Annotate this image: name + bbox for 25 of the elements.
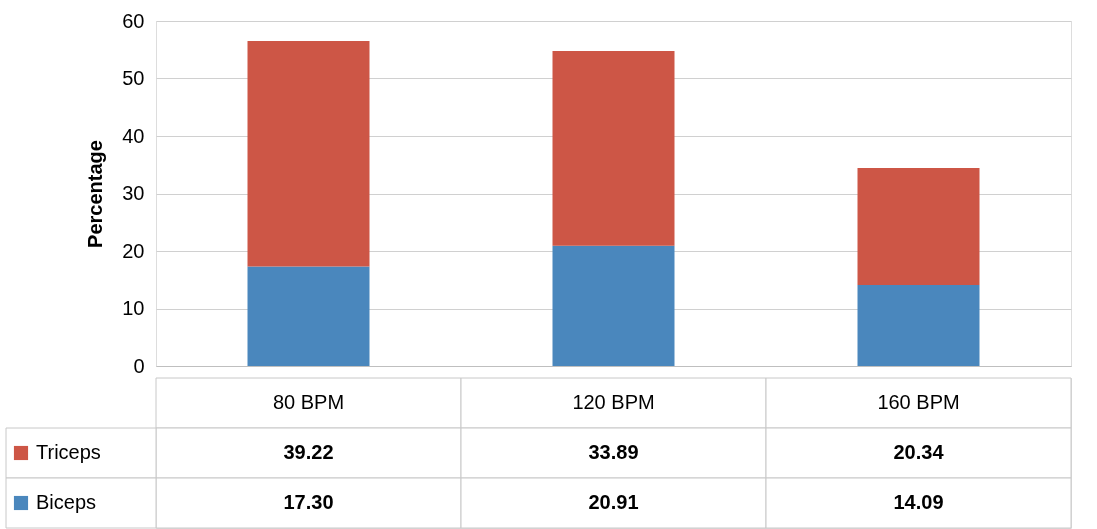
data-label: 20.91 [588,491,639,513]
data-label: 17.30 [283,491,334,513]
y-tick-label: 10 [122,297,145,319]
data-label: 20.34 [893,441,945,463]
data-label: 39.22 [283,441,334,463]
bar [857,284,980,366]
y-tick-label: 60 [122,9,145,32]
data-label: 14.09 [893,491,944,513]
legend-label: Triceps [36,441,101,463]
y-tick-label: 50 [122,67,145,89]
bar [247,41,370,267]
x-tick-label: 120 BPM [572,391,655,413]
y-tick-label: 20 [122,239,145,262]
y-axis-title: Percentage [84,140,107,248]
bar [552,245,675,366]
x-tick-label: 80 BPM [272,391,345,413]
data-label: 33.89 [588,441,639,463]
y-tick-label: 40 [122,124,145,147]
y-tick-label: 30 [122,182,145,204]
bar [247,266,370,366]
bar [552,50,675,246]
x-tick-label: 160 BPM [877,391,960,413]
bar [857,168,980,285]
y-tick-label: 0 [133,354,145,377]
legend-label: Biceps [36,491,97,513]
